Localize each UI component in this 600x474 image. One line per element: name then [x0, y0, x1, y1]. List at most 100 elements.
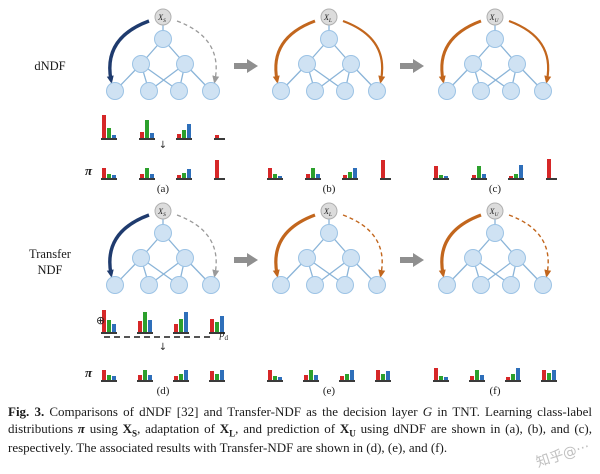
histogram-bar	[112, 135, 116, 138]
histogram-bar	[471, 174, 476, 178]
oplus-icon: ⊕	[96, 314, 106, 327]
histogram-bar	[439, 174, 443, 178]
histogram-row	[433, 159, 557, 180]
histogram-bar	[102, 167, 106, 178]
histogram-bar	[348, 171, 353, 178]
panel-label-b: (b)	[322, 183, 336, 195]
histogram-bar	[552, 369, 556, 380]
caption-segment: S	[132, 428, 138, 439]
leaf-distributions-d	[94, 304, 232, 334]
leaf-distributions-b	[260, 110, 398, 140]
histogram-bar	[273, 173, 277, 178]
histogram-bar	[187, 168, 192, 178]
histogram-bar	[273, 375, 277, 380]
leaf-distributions-a	[94, 110, 232, 140]
histogram-bar	[314, 374, 318, 380]
tree-diagram-b: XL	[260, 6, 398, 110]
pi-distributions-e	[260, 354, 398, 382]
histogram-bar	[179, 373, 183, 380]
histogram-bar	[345, 373, 349, 380]
svg-text:XU: XU	[489, 207, 500, 218]
mini-histogram	[173, 311, 189, 334]
mini-histogram	[375, 369, 391, 382]
histogram-bar	[102, 310, 106, 332]
histogram-bar	[444, 175, 448, 178]
histogram-bar	[138, 374, 142, 380]
histogram-bar	[102, 369, 106, 380]
histogram-bar	[149, 174, 154, 178]
mini-histogram	[339, 369, 355, 382]
histogram-row	[267, 369, 391, 382]
histogram-bar	[310, 167, 315, 178]
down-arrow-f	[426, 342, 564, 354]
mini-histogram	[176, 168, 193, 180]
histogram-bar	[143, 311, 147, 332]
histogram-bar	[514, 173, 519, 178]
histogram-bar	[112, 376, 116, 380]
histogram-bar	[350, 369, 354, 380]
leaf-distributions-e	[260, 304, 398, 334]
panel-label-a: (a)	[156, 183, 170, 195]
histogram-bar	[476, 166, 481, 178]
caption-segment: , adaptation of	[137, 420, 220, 436]
mini-histogram	[209, 316, 225, 334]
panel-label-c: (c)	[488, 183, 502, 195]
caption-segment: using dNDF are shown in (a), (b), and (c…	[8, 420, 592, 455]
pd-sub: d	[224, 334, 229, 342]
histogram-bar	[214, 135, 219, 138]
next-step-arrow-icon	[398, 252, 426, 273]
histogram-bar	[210, 318, 214, 332]
tree-diagram-c: XU	[426, 6, 564, 110]
histogram-bar	[215, 373, 219, 380]
histogram-bar	[386, 370, 390, 380]
histogram-bar	[148, 320, 152, 332]
histogram-bar	[182, 129, 187, 138]
mini-histogram	[508, 165, 525, 180]
mini-histogram	[209, 369, 225, 382]
mini-histogram	[545, 159, 557, 180]
histogram-bar	[278, 376, 282, 380]
mini-histogram	[101, 369, 117, 382]
mini-histogram	[137, 311, 153, 334]
histogram-bar	[278, 175, 282, 178]
panel-label-e: (e)	[322, 385, 336, 397]
histogram-bar	[174, 375, 178, 380]
mini-histogram	[137, 369, 153, 382]
pi-distributions-f	[426, 354, 564, 382]
next-step-arrow-icon	[232, 252, 260, 273]
histogram-bar	[305, 173, 310, 178]
svg-text:XU: XU	[489, 13, 500, 24]
histogram-row	[267, 160, 391, 180]
leaf-distributions-c	[426, 110, 564, 140]
down-arrow-e	[260, 342, 398, 354]
caption-segment: X	[219, 420, 230, 436]
leaf-distributions-f	[426, 304, 564, 334]
panel-c: XU (c)	[426, 6, 564, 198]
mini-histogram	[101, 115, 117, 140]
histogram-bar	[184, 369, 188, 380]
pi-distributions-a: π	[85, 152, 232, 180]
caption-segment: X	[122, 420, 133, 436]
panel-a: XS ↓ π (a)	[85, 6, 232, 198]
histogram-bar	[353, 167, 358, 178]
down-arrow-c	[426, 140, 564, 152]
mini-histogram	[176, 123, 193, 140]
histogram-bar	[268, 167, 272, 178]
histogram-bar	[444, 376, 448, 380]
histogram-bar	[434, 368, 438, 380]
histogram-bar	[519, 165, 524, 178]
histogram-bar	[516, 368, 520, 380]
pi-distributions-b	[260, 152, 398, 180]
panel-b: XL (b)	[260, 6, 398, 198]
mini-histogram	[101, 310, 117, 334]
histogram-bar	[177, 174, 182, 178]
pd-label: pd	[220, 329, 229, 342]
histogram-bar	[268, 369, 272, 380]
histogram-bar	[309, 369, 313, 380]
mini-histogram	[505, 368, 521, 382]
mini-histogram	[470, 166, 487, 180]
histogram-bar	[139, 132, 144, 138]
pi-symbol: π	[85, 163, 93, 178]
caption-segment: using	[84, 420, 123, 436]
